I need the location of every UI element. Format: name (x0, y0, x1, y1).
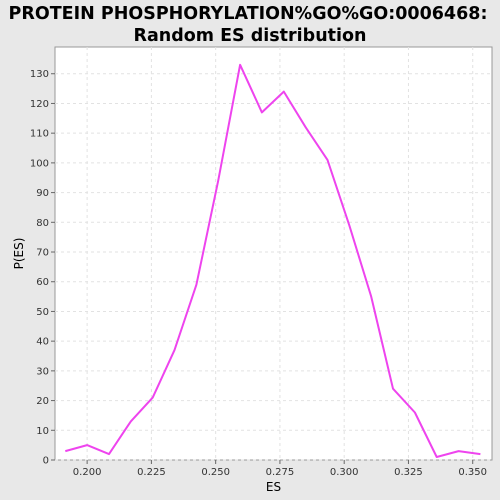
y-tick-label: 20 (36, 396, 49, 407)
x-tick-label: 0.325 (394, 467, 423, 478)
x-tick-label: 0.200 (73, 467, 102, 478)
y-tick-label: 110 (30, 129, 49, 140)
y-tick-label: 90 (36, 188, 49, 199)
y-tick-label: 40 (36, 337, 49, 348)
x-tick-label: 0.250 (201, 467, 230, 478)
x-tick-label: 0.275 (266, 467, 295, 478)
chart-title-line-2: Random ES distribution (133, 26, 366, 46)
y-tick-label: 100 (30, 158, 49, 169)
x-tick-label: 0.300 (330, 467, 359, 478)
grid-lines (55, 47, 492, 461)
y-tick-label: 60 (36, 277, 49, 288)
y-tick-label: 10 (36, 426, 49, 437)
y-tick-label: 30 (36, 366, 49, 377)
y-tick-label: 130 (30, 69, 49, 80)
x-tick-label: 0.350 (458, 467, 487, 478)
x-axis-label: ES (266, 480, 281, 494)
y-tick-label: 0 (43, 456, 49, 467)
y-tick-label: 50 (36, 307, 49, 318)
y-tick-label: 80 (36, 218, 49, 229)
series-layer (65, 63, 481, 458)
y-tick-label: 120 (30, 99, 49, 110)
axis-ticks: 0 10 20 30 40 50 60 70 80 90 100 110 120 130 0.200 0.22… (30, 69, 487, 478)
y-tick-label: 70 (36, 248, 49, 259)
chart-title-line-1: PROTEIN PHOSPHORYLATION%GO%GO:0006468: (9, 4, 488, 24)
series-line (65, 63, 481, 458)
x-tick-label: 0.225 (137, 467, 166, 478)
plot-area (54, 46, 493, 461)
y-axis-label: P(ES) (12, 238, 26, 270)
